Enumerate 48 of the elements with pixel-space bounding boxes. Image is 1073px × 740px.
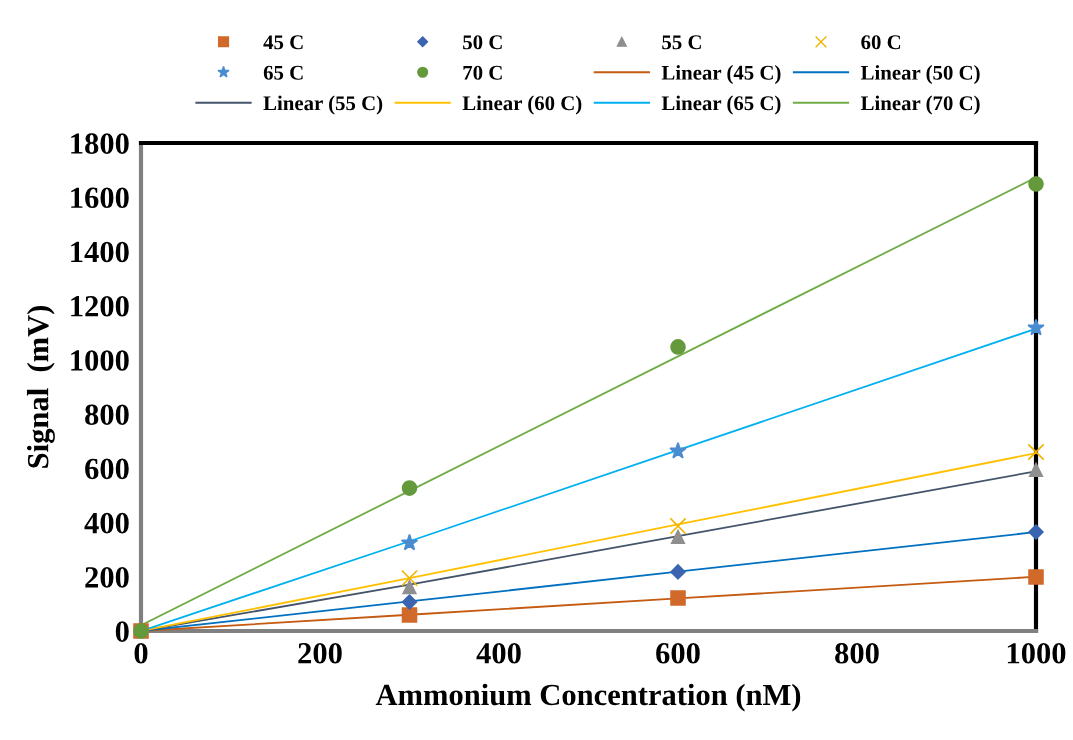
y-tick-label: 1600	[71, 187, 129, 209]
point	[1027, 443, 1045, 461]
point	[1028, 176, 1044, 192]
y-tick-label: 1400	[71, 241, 129, 263]
y-tick-label: 1000	[71, 350, 129, 371]
point	[1028, 524, 1044, 540]
x-tick-label: 0	[134, 642, 148, 664]
x-axis-title: Ammonium Concentration (nM)	[375, 683, 801, 712]
point	[669, 517, 687, 535]
y-tick-label: 1200	[71, 295, 129, 317]
legend-label: 60 C	[861, 35, 901, 50]
legend-label: 55 C	[662, 35, 701, 50]
x-tick-label: 1000	[1007, 642, 1066, 664]
legend-label: 70 C	[463, 65, 502, 80]
y-axis-title: Signal (mV)	[26, 306, 55, 468]
y-tick-label: 1800	[71, 133, 129, 154]
point	[401, 569, 418, 587]
legend-label: 65 C	[263, 65, 303, 80]
point	[1028, 462, 1044, 478]
legend-label: Linear (65 C)	[661, 95, 781, 115]
y-tick-label: 400	[84, 512, 129, 534]
x-tick-label: 400	[476, 642, 521, 664]
y-tick-label: 800	[85, 404, 129, 426]
legend-label: Linear (60 C)	[462, 95, 582, 115]
x-tick-label: 800	[835, 642, 879, 664]
legend-label: 50 C	[463, 35, 502, 50]
y-tick-label: 600	[85, 458, 129, 480]
point	[1027, 318, 1045, 336]
legend-label: Linear (55 C)	[263, 95, 383, 115]
legend-label: Linear (70 C)	[860, 95, 980, 115]
point	[401, 594, 418, 610]
point	[401, 480, 418, 496]
legend-label: Linear (45 C)	[661, 65, 781, 85]
point	[1028, 569, 1044, 585]
x-tick-label: 600	[656, 642, 700, 664]
point	[670, 529, 686, 545]
point	[669, 441, 687, 459]
point	[670, 339, 686, 355]
point	[670, 564, 686, 580]
legend-label: Linear (50 C)	[860, 65, 980, 85]
point	[402, 579, 417, 595]
y-tick-label: 200	[85, 567, 129, 588]
point	[400, 533, 419, 551]
x-tick-label: 200	[298, 642, 342, 664]
legend-label: 45 C	[263, 35, 303, 50]
point	[401, 607, 418, 623]
y-tick-label: 0	[115, 621, 129, 642]
point	[670, 590, 686, 606]
